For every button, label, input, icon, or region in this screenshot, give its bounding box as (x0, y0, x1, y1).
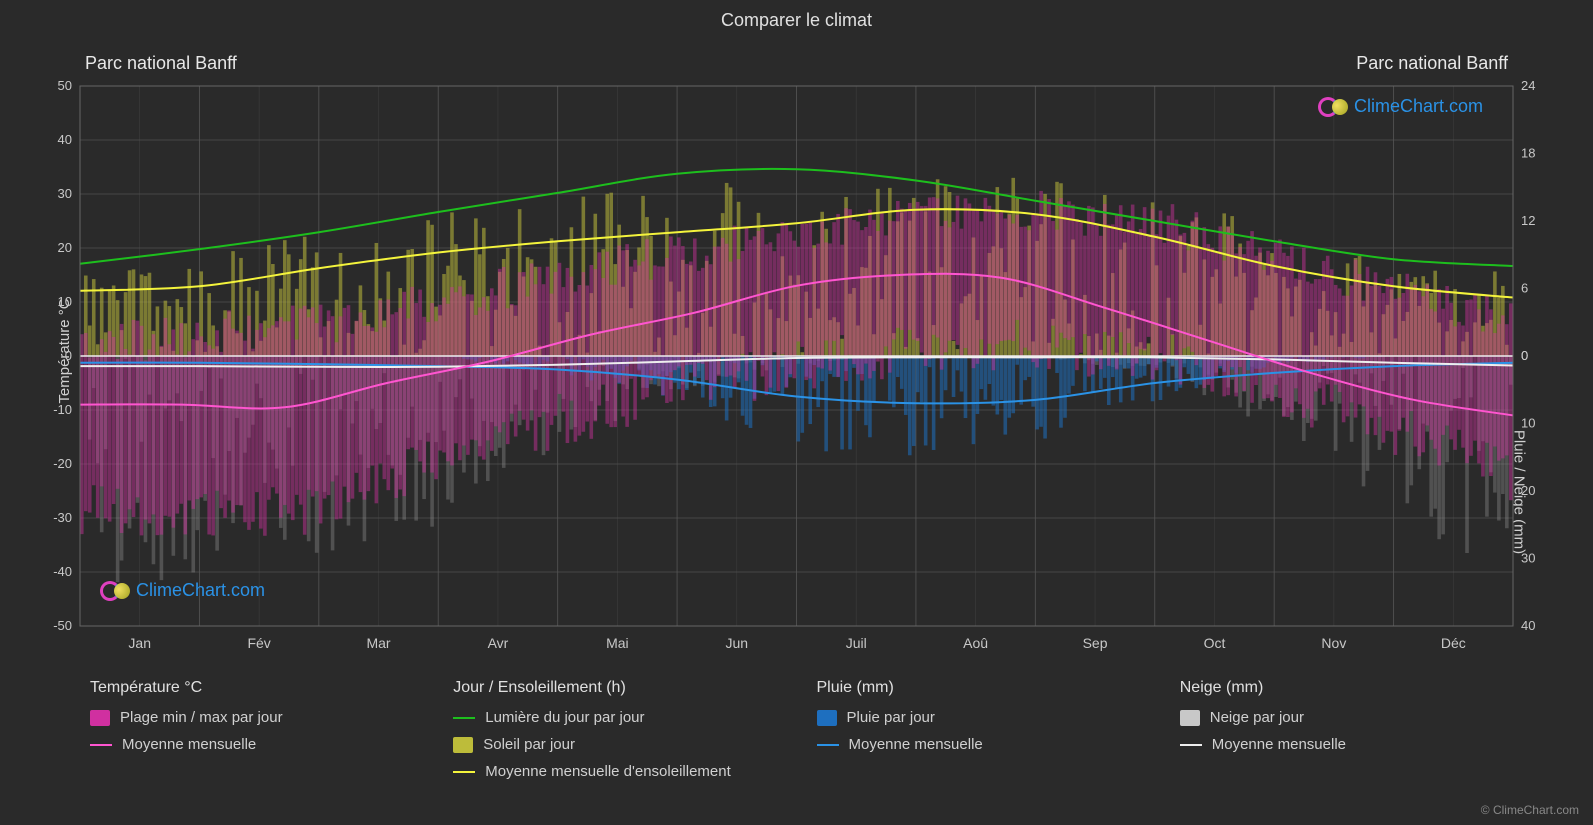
brand-text: ClimeChart.com (136, 580, 265, 601)
legend-swatch-rect (90, 710, 110, 726)
svg-text:Déc: Déc (1441, 635, 1466, 651)
legend-item-label: Plage min / max par jour (120, 709, 283, 726)
legend-group-title: Température °C (90, 679, 413, 697)
svg-text:-20: -20 (53, 456, 72, 471)
legend-item: Moyenne mensuelle d'ensoleillement (453, 763, 776, 780)
legend-item-label: Moyenne mensuelle (849, 736, 983, 753)
legend-swatch-rect (453, 737, 473, 753)
legend-group-title: Neige (mm) (1180, 679, 1503, 697)
legend-swatch-line (1180, 744, 1202, 746)
svg-text:30: 30 (1521, 551, 1535, 566)
svg-text:-50: -50 (53, 618, 72, 633)
legend-group-title: Pluie (mm) (817, 679, 1140, 697)
svg-text:50: 50 (58, 78, 72, 93)
legend: Température °C Plage min / max par jour Mo… (0, 671, 1593, 790)
legend-swatch-line (453, 717, 475, 719)
legend-item: Moyenne mensuelle (817, 736, 1140, 753)
legend-swatch-line (90, 744, 112, 746)
climechart-logo-icon (100, 581, 130, 601)
brand-watermark-top: ClimeChart.com (1318, 96, 1483, 117)
svg-text:Juil: Juil (846, 635, 867, 651)
svg-text:6: 6 (1521, 281, 1528, 296)
chart-area: Parc national Banff Parc national Banff … (0, 31, 1593, 671)
legend-group: Pluie (mm) Pluie par jour Moyenne mensuell… (817, 679, 1140, 790)
legend-item: Lumière du jour par jour (453, 709, 776, 726)
svg-text:Jan: Jan (128, 635, 151, 651)
legend-group: Neige (mm) Neige par jour Moyenne mensuell… (1180, 679, 1503, 790)
legend-group: Température °C Plage min / max par jour Mo… (90, 679, 413, 790)
svg-text:Jun: Jun (726, 635, 749, 651)
legend-item-label: Lumière du jour par jour (485, 709, 644, 726)
climate-plot: -50-40-30-20-100102030405006121824010203… (0, 31, 1593, 671)
legend-item-label: Pluie par jour (847, 709, 935, 726)
climechart-logo-icon (1318, 97, 1348, 117)
legend-group-title: Jour / Ensoleillement (h) (453, 679, 776, 697)
legend-item: Pluie par jour (817, 709, 1140, 726)
svg-text:Mar: Mar (366, 635, 390, 651)
legend-item-label: Moyenne mensuelle d'ensoleillement (485, 763, 731, 780)
svg-text:Aoû: Aoû (963, 635, 988, 651)
copyright-text: © ClimeChart.com (1481, 803, 1579, 817)
svg-text:18: 18 (1521, 146, 1535, 161)
brand-text: ClimeChart.com (1354, 96, 1483, 117)
legend-item-label: Moyenne mensuelle (122, 736, 256, 753)
svg-text:Nov: Nov (1321, 635, 1346, 651)
svg-text:24: 24 (1521, 78, 1535, 93)
svg-text:-30: -30 (53, 510, 72, 525)
legend-item: Moyenne mensuelle (90, 736, 413, 753)
svg-text:20: 20 (1521, 483, 1535, 498)
legend-swatch-line (453, 771, 475, 773)
legend-item-label: Soleil par jour (483, 736, 575, 753)
svg-text:0: 0 (1521, 348, 1528, 363)
svg-text:Fév: Fév (247, 635, 270, 651)
svg-text:0: 0 (65, 348, 72, 363)
svg-text:12: 12 (1521, 213, 1535, 228)
svg-text:-40: -40 (53, 564, 72, 579)
svg-text:40: 40 (1521, 618, 1535, 633)
chart-title: Comparer le climat (0, 0, 1593, 31)
svg-text:-10: -10 (53, 402, 72, 417)
legend-item-label: Moyenne mensuelle (1212, 736, 1346, 753)
legend-item: Plage min / max par jour (90, 709, 413, 726)
legend-item: Soleil par jour (453, 736, 776, 753)
svg-text:20: 20 (58, 240, 72, 255)
legend-item-label: Neige par jour (1210, 709, 1304, 726)
svg-text:10: 10 (58, 294, 72, 309)
svg-text:Mai: Mai (606, 635, 629, 651)
legend-swatch-rect (1180, 710, 1200, 726)
svg-text:30: 30 (58, 186, 72, 201)
svg-text:Avr: Avr (488, 635, 509, 651)
legend-group: Jour / Ensoleillement (h) Lumière du jour… (453, 679, 776, 790)
svg-text:Oct: Oct (1204, 635, 1226, 651)
svg-text:40: 40 (58, 132, 72, 147)
legend-swatch-rect (817, 710, 837, 726)
svg-text:Sep: Sep (1083, 635, 1108, 651)
legend-item: Neige par jour (1180, 709, 1503, 726)
svg-text:10: 10 (1521, 416, 1535, 431)
legend-swatch-line (817, 744, 839, 746)
brand-watermark-bottom: ClimeChart.com (100, 580, 265, 601)
legend-item: Moyenne mensuelle (1180, 736, 1503, 753)
